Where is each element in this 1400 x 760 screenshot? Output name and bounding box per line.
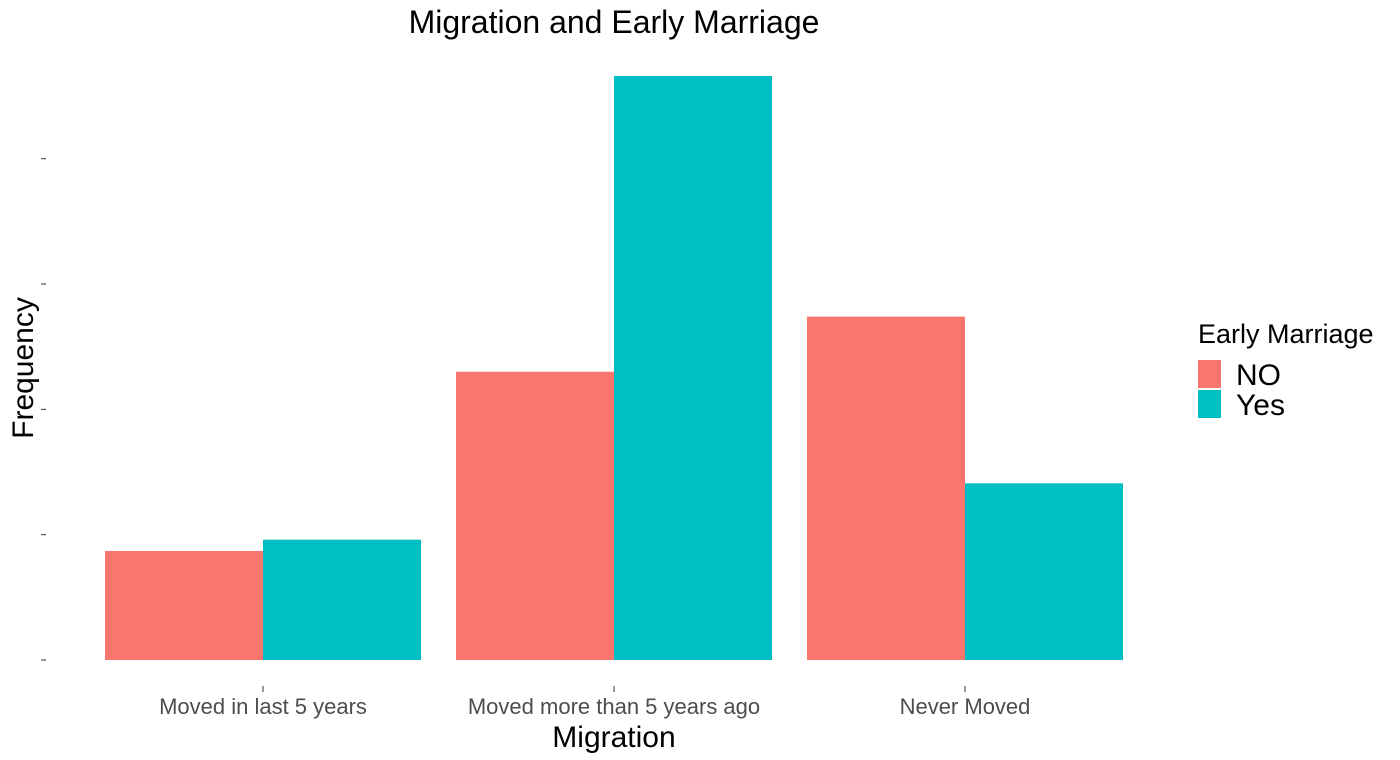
bar-no-2 <box>456 371 614 660</box>
bar-yes-1 <box>263 539 421 660</box>
bar-no-3 <box>807 316 965 660</box>
x-tick-label: Moved more than 5 years ago <box>468 694 760 719</box>
legend-title: Early Marriage <box>1198 319 1374 349</box>
bar-yes-2 <box>614 76 772 660</box>
legend-label-no: NO <box>1236 359 1281 392</box>
legend-key-no <box>1198 360 1221 388</box>
legend-key-yes <box>1198 390 1221 418</box>
x-tick-label: Moved in last 5 years <box>159 694 367 719</box>
y-axis-title: Frequency <box>7 297 40 439</box>
bar-no-1 <box>105 550 263 660</box>
legend-label-yes: Yes <box>1236 389 1285 422</box>
x-tick-label: Never Moved <box>900 694 1031 719</box>
bar-yes-3 <box>965 483 1123 660</box>
bars <box>105 76 1123 660</box>
x-axis-ticks: Moved in last 5 years Moved more than 5 y… <box>159 686 1030 719</box>
x-axis-title: Migration <box>552 721 675 754</box>
y-axis-ticks <box>41 158 46 661</box>
chart-title: Migration and Early Marriage <box>409 4 820 40</box>
